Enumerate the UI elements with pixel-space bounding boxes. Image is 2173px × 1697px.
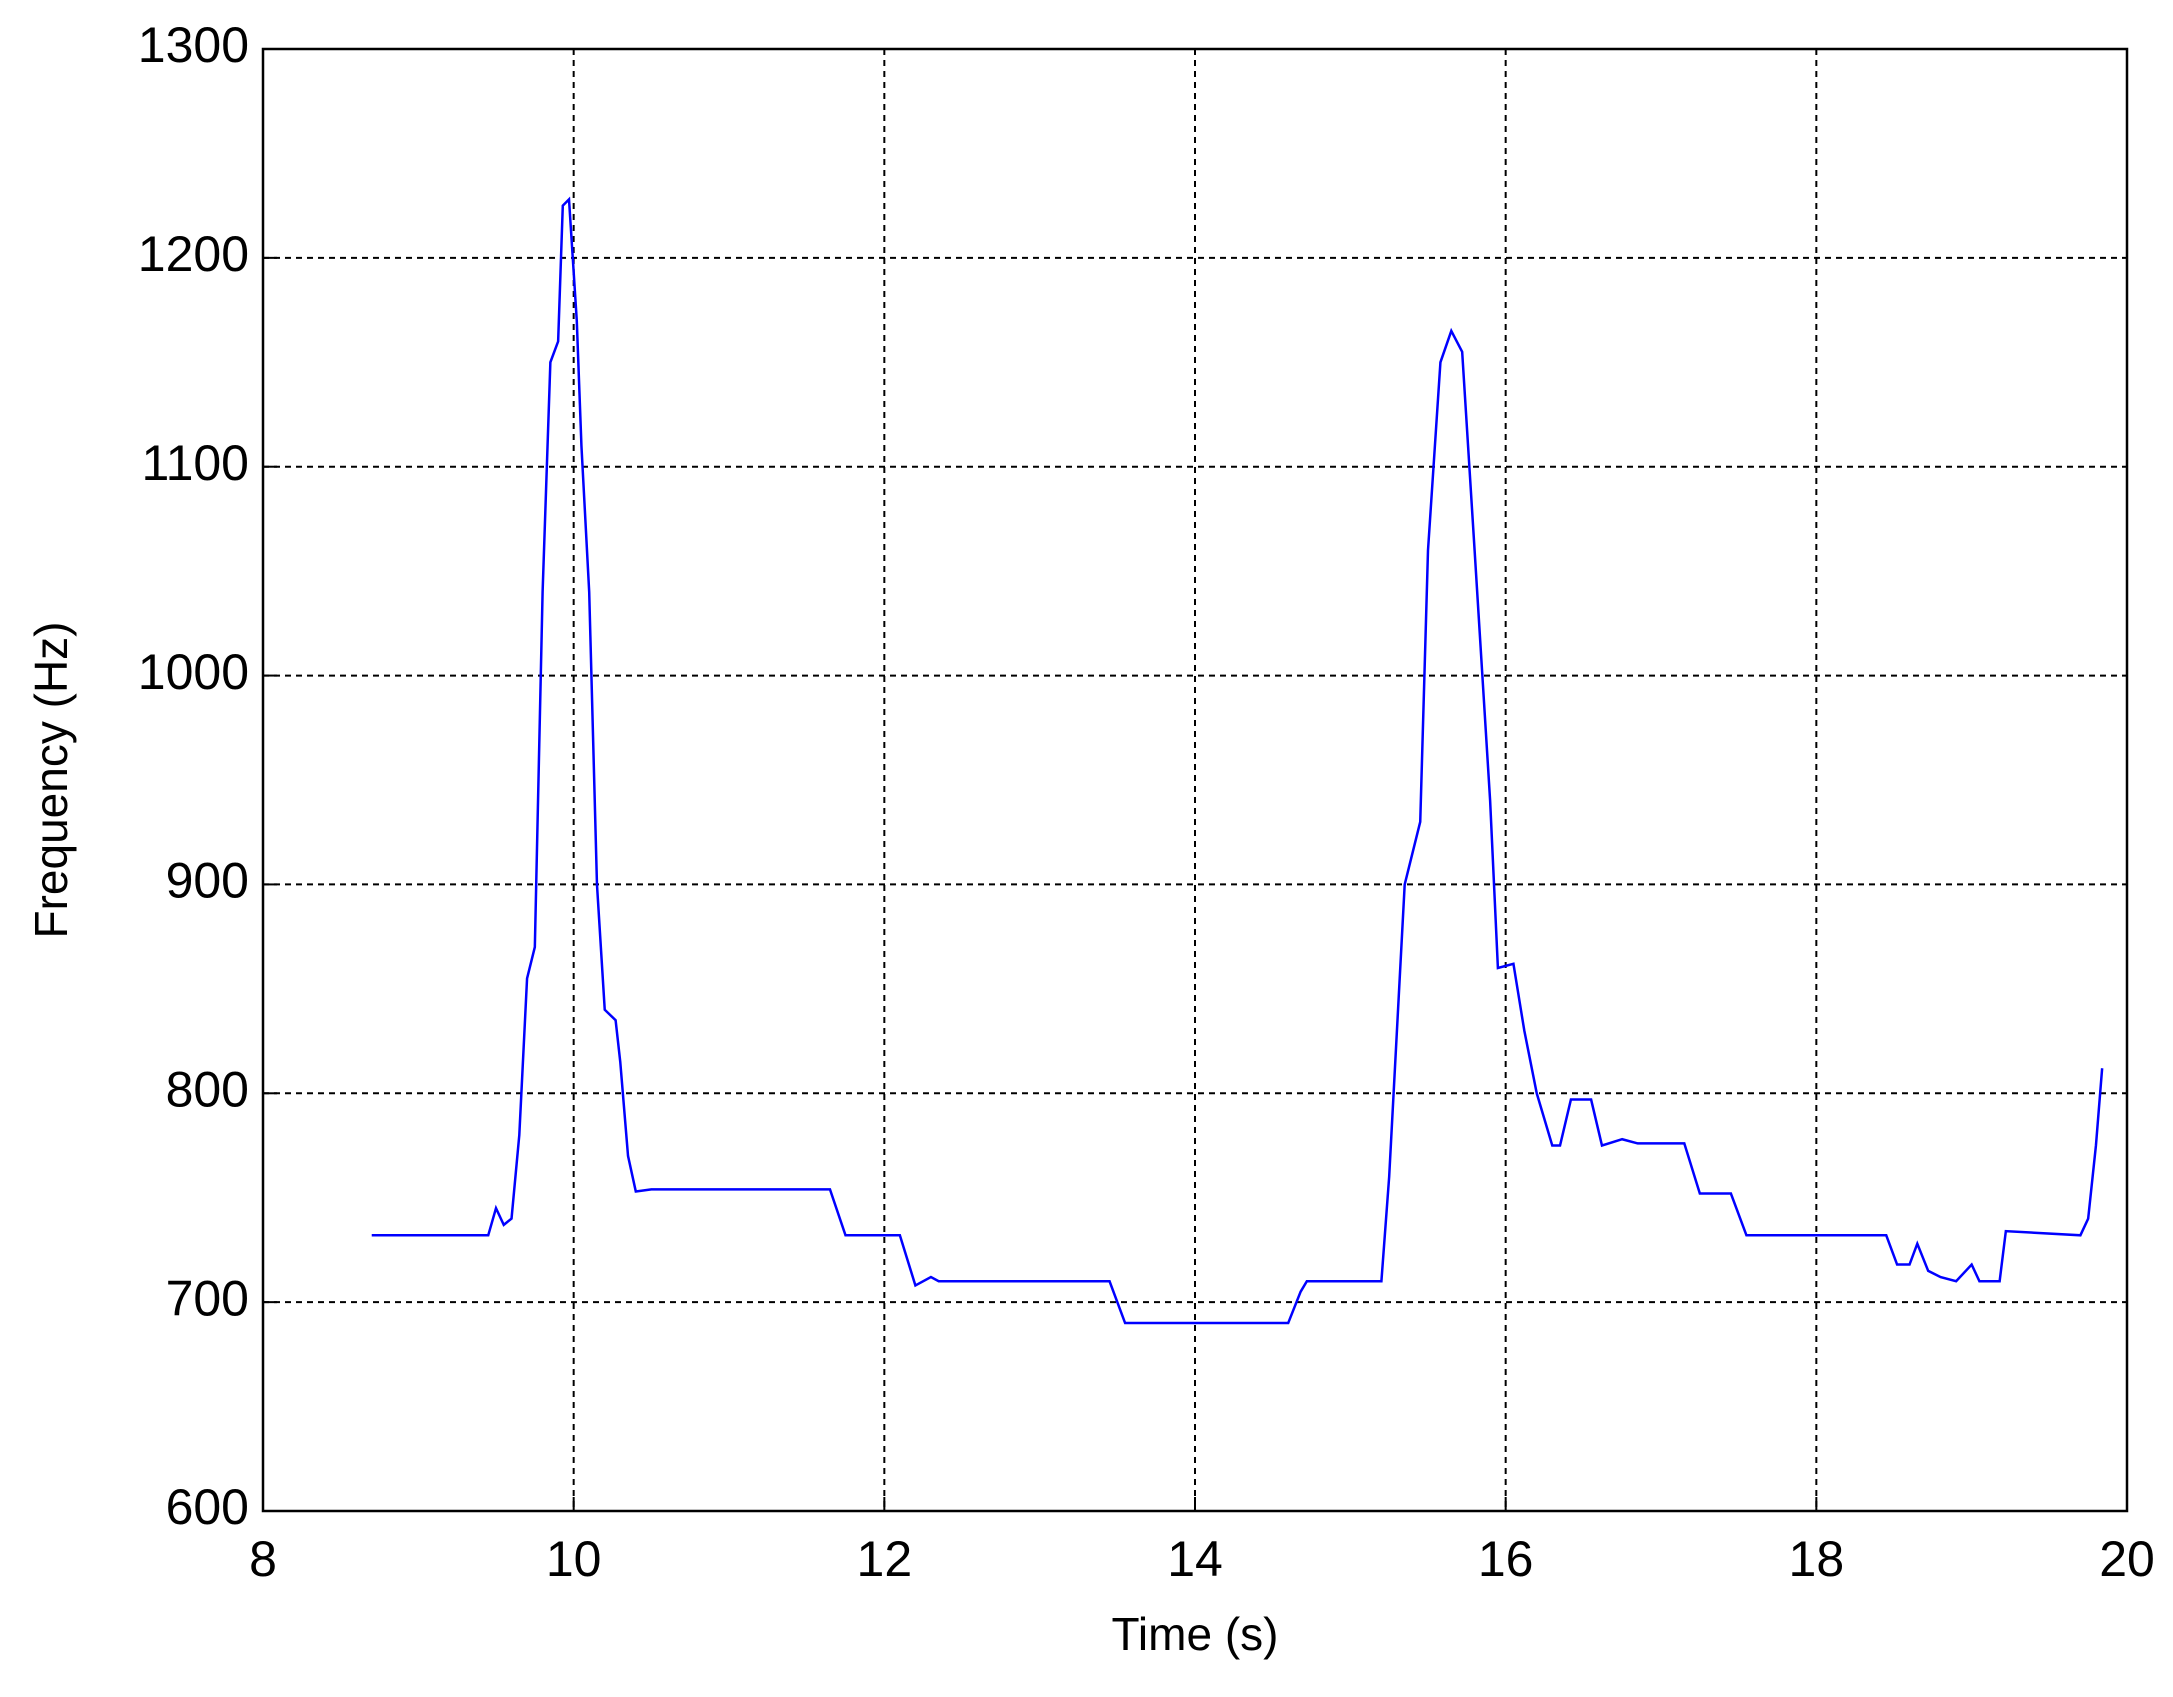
x-tick-label: 16 bbox=[1478, 1531, 1534, 1587]
x-tick-label: 20 bbox=[2099, 1531, 2155, 1587]
y-tick-label: 1300 bbox=[138, 17, 249, 73]
x-tick-label: 8 bbox=[249, 1531, 277, 1587]
y-axis-label: Frequency (Hz) bbox=[25, 622, 77, 939]
y-tick-label: 1200 bbox=[138, 226, 249, 282]
x-tick-label: 14 bbox=[1167, 1531, 1223, 1587]
y-tick-label: 900 bbox=[166, 853, 249, 909]
data-line bbox=[371, 196, 2104, 1325]
x-tick-label: 12 bbox=[857, 1531, 913, 1587]
y-tick-label: 700 bbox=[166, 1270, 249, 1326]
y-tick-label: 1100 bbox=[141, 435, 249, 491]
y-tick-label: 800 bbox=[166, 1061, 249, 1117]
x-axis-label: Time (s) bbox=[1112, 1608, 1279, 1660]
plot-frame bbox=[261, 47, 2129, 1513]
y-tick-label: 600 bbox=[166, 1479, 249, 1535]
x-tick-label: 18 bbox=[1789, 1531, 1845, 1587]
x-tick-label: 10 bbox=[546, 1531, 602, 1587]
y-tick-label: 1000 bbox=[138, 644, 249, 700]
